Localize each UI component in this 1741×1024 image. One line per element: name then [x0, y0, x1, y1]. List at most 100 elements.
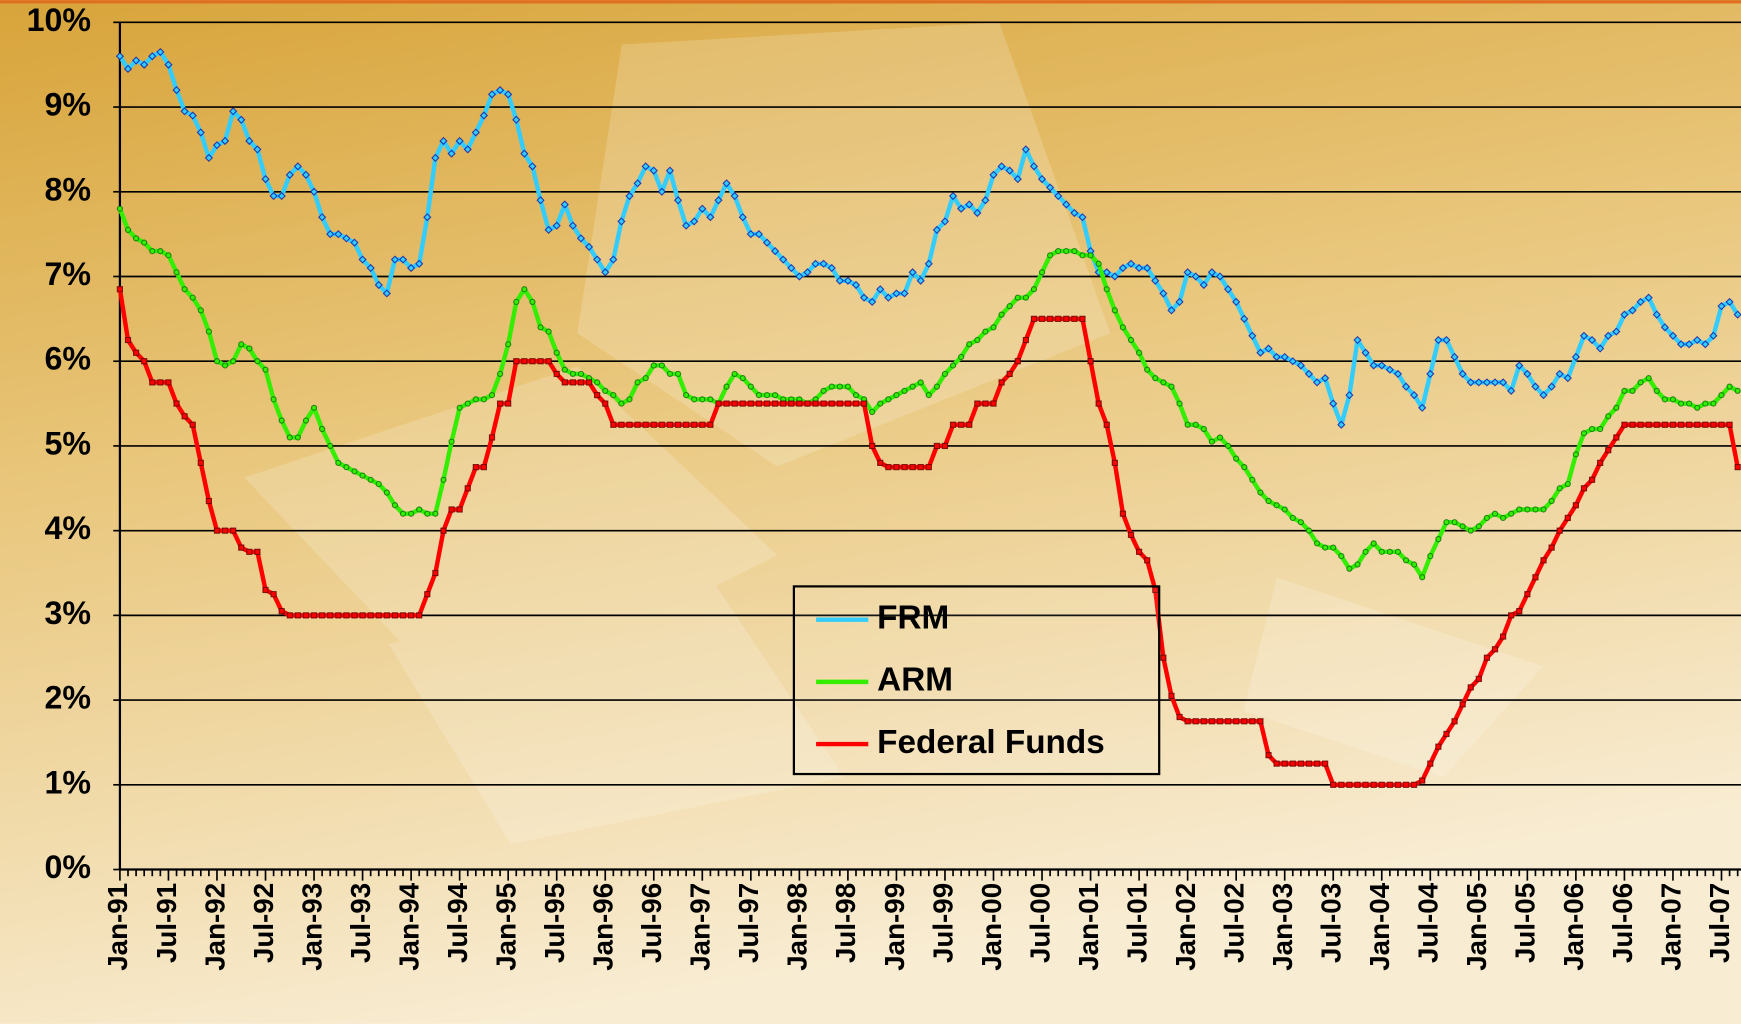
marker — [756, 401, 761, 406]
marker — [134, 350, 139, 355]
marker — [991, 401, 996, 406]
marker — [214, 359, 219, 364]
marker — [1145, 558, 1150, 563]
marker — [1420, 575, 1425, 580]
marker — [538, 359, 543, 364]
marker — [1695, 422, 1700, 427]
marker — [295, 435, 300, 440]
marker — [1056, 316, 1061, 321]
marker — [457, 405, 462, 410]
marker — [328, 443, 333, 448]
marker — [821, 401, 826, 406]
marker — [1622, 422, 1627, 427]
marker — [271, 397, 276, 402]
marker — [457, 507, 462, 512]
marker — [166, 380, 171, 385]
chart: 0%1%2%3%4%5%6%7%8%9%10%Jan-91Jul-91Jan-9… — [0, 0, 1741, 1024]
marker — [1137, 549, 1142, 554]
marker — [360, 613, 365, 618]
marker — [1638, 422, 1643, 427]
marker — [886, 397, 891, 402]
marker — [409, 613, 414, 618]
marker — [740, 376, 745, 381]
marker — [1347, 566, 1352, 571]
marker — [1525, 507, 1530, 512]
marker — [433, 511, 438, 516]
marker — [473, 397, 478, 402]
marker — [1314, 761, 1319, 766]
marker — [1088, 253, 1093, 258]
marker — [142, 359, 147, 364]
marker — [506, 401, 511, 406]
x-tick-label: Jan-05 — [1461, 883, 1492, 971]
marker — [1120, 511, 1125, 516]
marker — [983, 401, 988, 406]
marker — [158, 249, 163, 254]
marker — [1590, 477, 1595, 482]
marker — [975, 401, 980, 406]
marker — [1719, 393, 1724, 398]
legend-label: Federal Funds — [877, 724, 1105, 761]
marker — [902, 465, 907, 470]
marker — [1395, 782, 1400, 787]
marker — [311, 613, 316, 618]
marker — [1306, 528, 1311, 533]
marker — [1323, 761, 1328, 766]
marker — [206, 329, 211, 334]
marker — [368, 613, 373, 618]
marker — [239, 342, 244, 347]
x-tick-label: Jan-92 — [199, 883, 230, 971]
x-tick-label: Jan-93 — [296, 883, 327, 971]
marker — [409, 511, 414, 516]
marker — [1428, 554, 1433, 559]
marker — [336, 460, 341, 465]
marker — [1048, 316, 1053, 321]
marker — [223, 363, 228, 368]
marker — [376, 613, 381, 618]
marker — [433, 570, 438, 575]
marker — [255, 549, 260, 554]
marker — [481, 397, 486, 402]
marker — [417, 613, 422, 618]
marker — [845, 384, 850, 389]
marker — [1678, 401, 1683, 406]
marker — [1039, 316, 1044, 321]
marker — [1727, 422, 1732, 427]
marker — [595, 380, 600, 385]
marker — [303, 613, 308, 618]
marker — [506, 342, 511, 347]
marker — [174, 270, 179, 275]
y-tick-label: 6% — [45, 341, 92, 377]
marker — [1023, 295, 1028, 300]
marker — [1630, 388, 1635, 393]
y-tick-label: 7% — [45, 256, 92, 292]
legend-label: FRM — [877, 599, 949, 636]
marker — [562, 367, 567, 372]
legend-label: ARM — [877, 662, 953, 699]
marker — [1355, 782, 1360, 787]
x-tick-label: Jul-99 — [927, 883, 958, 963]
marker — [554, 371, 559, 376]
marker — [1387, 782, 1392, 787]
marker — [918, 465, 923, 470]
marker — [1217, 435, 1222, 440]
marker — [1015, 359, 1020, 364]
x-tick-label: Jul-07 — [1704, 883, 1735, 963]
marker — [1250, 477, 1255, 482]
marker — [546, 359, 551, 364]
x-tick-label: Jan-96 — [588, 883, 619, 971]
marker — [255, 359, 260, 364]
marker — [1452, 719, 1457, 724]
marker — [1654, 388, 1659, 393]
marker — [667, 371, 672, 376]
marker — [1177, 714, 1182, 719]
marker — [1606, 448, 1611, 453]
x-tick-label: Jul-03 — [1316, 883, 1347, 963]
marker — [942, 371, 947, 376]
marker — [1209, 439, 1214, 444]
marker — [1201, 426, 1206, 431]
x-tick-label: Jul-01 — [1121, 883, 1152, 963]
marker — [271, 592, 276, 597]
x-tick-label: Jan-00 — [976, 883, 1007, 971]
marker — [578, 380, 583, 385]
